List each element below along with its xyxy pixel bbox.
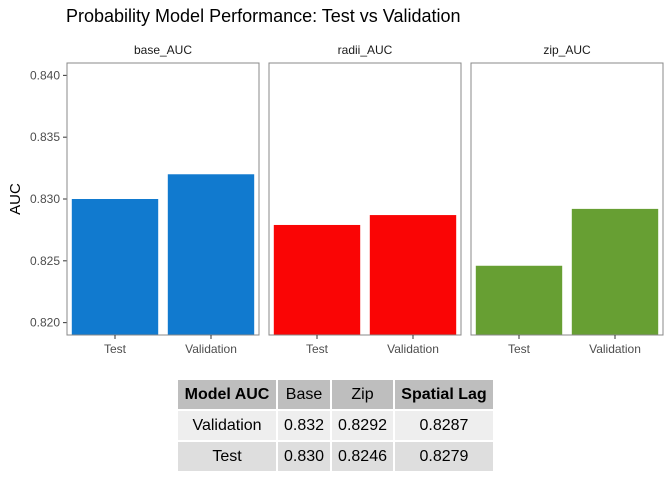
x-tick-label: Test	[306, 342, 329, 356]
bar	[369, 215, 457, 335]
table-cell: Validation	[176, 409, 278, 442]
bar	[475, 265, 563, 335]
table-cell: 0.8287	[392, 409, 495, 442]
y-tick-label: 0.825	[30, 254, 60, 268]
y-axis-title: AUC	[7, 183, 24, 215]
table-header-model-auc: Model AUC	[176, 378, 278, 411]
table-row: Test 0.830 0.8246 0.8279	[176, 440, 495, 473]
table-header-zip: Zip	[330, 378, 395, 411]
panel-border	[66, 62, 260, 336]
bar	[71, 199, 159, 335]
y-tick-label: 0.830	[30, 192, 60, 206]
table-cell: 0.832	[275, 409, 333, 442]
x-tick-label: Validation	[589, 342, 641, 356]
table-cell: 0.8279	[392, 440, 495, 473]
table-cell: 0.8292	[330, 409, 395, 442]
table-row: Validation 0.832 0.8292 0.8287	[176, 409, 495, 442]
table-cell: Test	[176, 440, 278, 473]
table-header-row: Model AUC Base Zip Spatial Lag	[176, 378, 495, 411]
y-tick-label: 0.840	[30, 68, 60, 82]
table-cell: 0.8246	[330, 440, 395, 473]
bar	[167, 174, 255, 335]
bar	[273, 224, 361, 335]
table-cell: 0.830	[275, 440, 333, 473]
panel-border	[268, 62, 462, 336]
x-tick-label: Validation	[387, 342, 439, 356]
y-tick-label: 0.835	[30, 130, 60, 144]
facet-strip-label: zip_AUC	[543, 43, 591, 57]
facet-strip-label: base_AUC	[134, 43, 192, 57]
panel-border	[470, 62, 664, 336]
model-auc-table: Model AUC Base Zip Spatial Lag Validatio…	[176, 378, 495, 473]
table-header-base: Base	[275, 378, 333, 411]
x-tick-label: Validation	[185, 342, 237, 356]
y-tick-label: 0.820	[30, 316, 60, 330]
chart-title: Probability Model Performance: Test vs V…	[66, 6, 461, 26]
x-tick-label: Test	[104, 342, 127, 356]
table-header-spatial-lag: Spatial Lag	[392, 378, 495, 411]
facet-strip-label: radii_AUC	[338, 43, 393, 57]
x-tick-label: Test	[508, 342, 531, 356]
bar	[571, 208, 659, 335]
faceted-bar-chart: AUC 0.820 0.825 0.830 0.835 0.840 base_AUC Test…	[7, 43, 664, 356]
